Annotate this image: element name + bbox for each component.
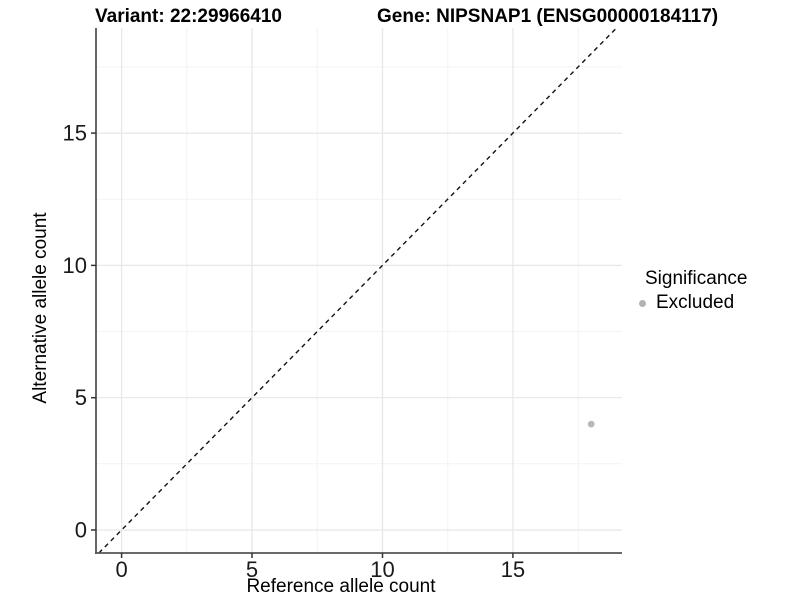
y-axis-title: Alternative allele count xyxy=(30,212,51,404)
x-tick-label: 5 xyxy=(246,557,258,582)
axis-lines xyxy=(95,28,622,554)
excluded-point-icon xyxy=(639,300,646,307)
grid-minor xyxy=(96,28,622,553)
y-tick-label: 10 xyxy=(63,253,87,278)
y-tick-label: 0 xyxy=(75,518,87,543)
legend-entry-excluded: Excluded xyxy=(639,292,747,314)
x-tick-label: 10 xyxy=(370,557,394,582)
y-tick-label: 15 xyxy=(63,121,87,146)
data-point xyxy=(587,420,595,428)
x-tick-label: 15 xyxy=(501,557,525,582)
legend-title: Significance xyxy=(645,268,748,289)
legend-entry-label: Excluded xyxy=(656,292,735,313)
variant-title: Variant: 22:29966410 xyxy=(95,6,282,27)
identity-dashed-line xyxy=(98,27,617,554)
x-tick-label: 0 xyxy=(115,557,127,582)
grid-major xyxy=(96,28,622,553)
data-points xyxy=(587,420,595,428)
x-axis-ticks: 0 5 10 15 xyxy=(115,553,525,582)
x-axis-title: Reference allele count xyxy=(246,576,436,597)
gene-title: Gene: NIPSNAP1 (ENSG00000184117) xyxy=(377,6,719,27)
y-axis-ticks: 0 5 10 15 xyxy=(63,121,96,543)
y-tick-label: 5 xyxy=(75,385,87,410)
legend: Significance Excluded xyxy=(639,268,748,314)
